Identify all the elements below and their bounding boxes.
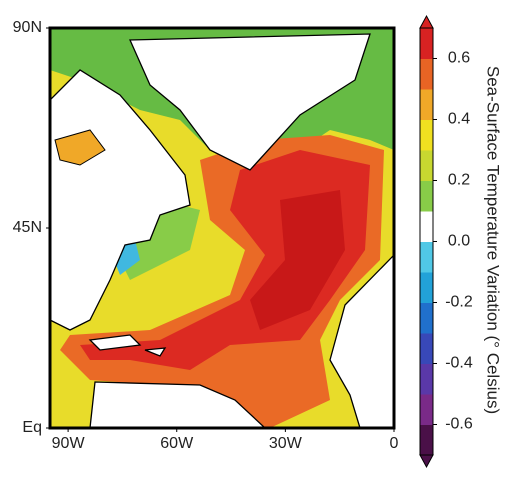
colorbar-band [420,58,433,90]
colorbar-tick-label: 0.0 [448,233,470,250]
y-tick-label: 45N [13,219,42,236]
sst-map [50,28,394,428]
colorbar-band [420,119,433,151]
colorbar-band [420,150,433,181]
colorbar-band [420,272,433,303]
caribbean [88,334,167,357]
colorbar-band [420,28,433,59]
colorbar-band [420,424,433,456]
x-tick-label: 90W [52,435,86,452]
africa [329,254,394,428]
x-tick-label: 30W [269,435,303,452]
colorbar-tick-label: 0.2 [448,172,470,189]
colorbar-band [420,211,433,242]
y-tick-label: Eq [22,419,42,436]
y-tick-label: 90N [13,19,42,36]
colorbar-band [420,180,433,212]
colorbar-tick-label: -0.4 [445,355,473,372]
colorbar-extend-high [419,14,434,29]
colorbar-band [420,241,433,273]
colorbar-tick-label: -0.2 [445,294,473,311]
greenland [129,33,371,171]
colorbar-band [420,363,433,395]
colorbar-band [420,394,433,425]
colorbar-title: Sea-Surface Temperature Variation (° Cel… [484,66,503,414]
colorbar-band [420,333,433,364]
hudson-bay [54,129,106,166]
colorbar-band [420,89,433,120]
x-tick-label: 60W [160,435,194,452]
colorbar-tick-label: -0.6 [445,416,473,433]
colorbar-tick-label: 0.4 [448,111,470,128]
south-america [89,381,266,428]
colorbar-tick-label: 0.6 [448,50,470,67]
x-tick-label: 0 [390,435,399,452]
colorbar-extend-low [419,454,434,469]
colorbar-band [420,302,433,334]
sea-surface [250,190,345,330]
